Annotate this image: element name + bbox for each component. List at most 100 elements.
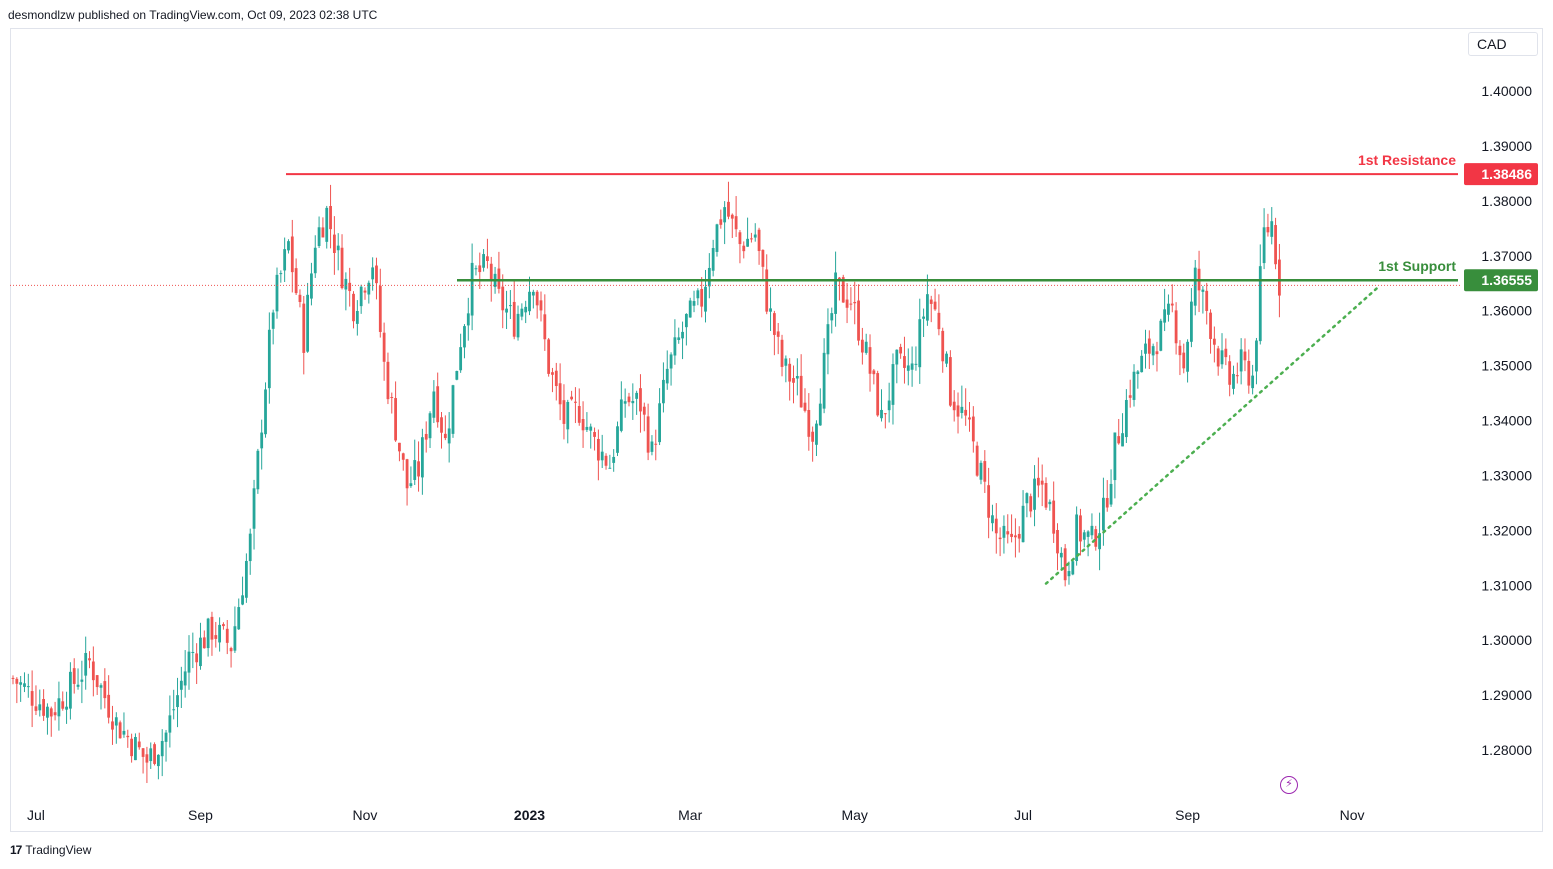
y-tick-label: 1.35000	[1481, 358, 1532, 374]
candle	[91, 646, 95, 697]
candle-body	[302, 303, 306, 353]
candle-body	[841, 277, 845, 303]
candle	[145, 746, 149, 784]
y-tick-label: 1.37000	[1481, 248, 1532, 264]
candle-body	[849, 303, 853, 305]
candle-body	[1136, 371, 1140, 375]
candle	[834, 251, 837, 327]
candle-body	[145, 754, 149, 763]
candle-body	[405, 459, 409, 489]
candle-body	[1178, 345, 1182, 356]
candle-body	[486, 256, 489, 261]
candle-body	[830, 313, 834, 321]
candle-body	[631, 400, 635, 404]
candle	[260, 419, 264, 470]
candle-body	[451, 385, 455, 434]
candle	[1132, 364, 1136, 407]
candle	[386, 352, 390, 405]
candle-body	[241, 595, 244, 605]
candle-body	[1017, 533, 1021, 539]
candle	[352, 291, 355, 329]
candle-body	[1209, 312, 1212, 339]
candle	[1212, 326, 1216, 363]
candle-body	[1190, 301, 1193, 342]
candle	[700, 277, 704, 318]
candle	[926, 274, 929, 326]
x-tick-label: May	[841, 807, 867, 823]
candle	[512, 280, 516, 340]
candle-body	[968, 417, 971, 420]
candle-body	[612, 456, 616, 463]
candle	[367, 280, 371, 304]
candle-body	[696, 290, 700, 299]
candle-body	[1010, 533, 1013, 537]
candle	[271, 309, 275, 345]
candle	[1243, 338, 1247, 372]
candle	[1117, 418, 1121, 445]
candle-body	[1255, 340, 1258, 372]
candle	[287, 239, 290, 254]
candle-body	[107, 694, 111, 718]
candle-body	[1232, 373, 1235, 389]
candle-body	[750, 238, 753, 240]
candle	[524, 300, 528, 324]
candle-body	[11, 677, 15, 679]
currency-selector[interactable]: CAD	[1468, 32, 1538, 56]
candle-body	[864, 341, 868, 353]
candle	[876, 370, 880, 417]
candle	[612, 449, 616, 472]
candle	[313, 235, 317, 278]
candle	[398, 442, 401, 462]
candle-body	[669, 354, 673, 369]
x-tick-label: Jul	[1014, 807, 1032, 823]
candle	[23, 672, 26, 693]
candle-body	[535, 291, 539, 306]
candle-body	[646, 416, 650, 453]
candle-body	[922, 316, 925, 319]
candle	[772, 310, 776, 356]
candle-body	[46, 706, 49, 718]
candle-body	[382, 332, 386, 362]
candle	[1258, 244, 1262, 345]
y-tick-label: 1.31000	[1481, 577, 1532, 593]
support-price-tag-text: 1.36555	[1481, 272, 1532, 288]
candle-body	[1224, 348, 1228, 358]
candle-body	[596, 438, 600, 461]
candle-body	[707, 267, 711, 287]
candle	[1067, 561, 1071, 585]
candle-body	[1174, 310, 1178, 344]
candle	[910, 346, 914, 387]
tradingview-logo[interactable]: 17 TradingView	[10, 843, 91, 857]
candle-body	[895, 349, 899, 365]
candle	[1109, 469, 1113, 507]
chart-frame[interactable]	[10, 28, 1543, 832]
candle	[1086, 530, 1090, 557]
candle	[956, 392, 960, 434]
candle-body	[1235, 375, 1239, 377]
candle-body	[719, 219, 723, 225]
candle-body	[482, 254, 485, 268]
candle	[218, 617, 222, 652]
candle	[1151, 343, 1155, 366]
candle	[1224, 338, 1228, 366]
candle-body	[1079, 515, 1082, 542]
candle	[172, 689, 176, 720]
candle-body	[665, 368, 669, 384]
candle-body	[252, 488, 256, 529]
candle	[998, 527, 1002, 557]
candle-body	[1098, 533, 1101, 550]
candle-body	[983, 461, 987, 482]
candle	[436, 372, 440, 428]
candle	[378, 268, 382, 338]
candle	[952, 390, 956, 422]
candle-body	[815, 423, 818, 445]
candle	[95, 674, 99, 695]
candle	[991, 504, 994, 532]
overlays-layer: 1st Resistance 1st Support	[10, 152, 1460, 585]
candle-body	[619, 399, 623, 431]
candle	[34, 685, 38, 716]
candle-body	[1059, 552, 1063, 558]
candle-body	[336, 245, 340, 251]
lightning-icon[interactable]: ⚡	[1280, 776, 1298, 794]
